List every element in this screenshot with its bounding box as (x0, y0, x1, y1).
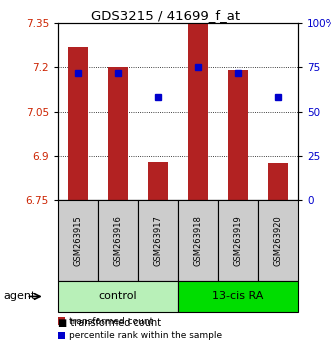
Text: GSM263920: GSM263920 (273, 215, 282, 266)
Bar (58, 200, 98, 281)
Bar (188, 22, 208, 200)
Bar (258, 200, 298, 281)
Text: GSM263919: GSM263919 (233, 215, 242, 266)
Text: GSM263915: GSM263915 (73, 215, 82, 266)
Text: GSM263917: GSM263917 (153, 215, 163, 266)
Text: GSM263916: GSM263916 (114, 215, 122, 266)
Bar (268, 163, 288, 200)
Bar (178, 281, 298, 312)
Bar (138, 200, 178, 281)
Text: agent: agent (3, 291, 36, 302)
Text: 13-cis RA: 13-cis RA (212, 291, 263, 302)
Bar (178, 200, 218, 281)
Bar (228, 70, 248, 200)
Text: GDS3215 / 41699_f_at: GDS3215 / 41699_f_at (91, 9, 240, 22)
Text: transformed count: transformed count (69, 316, 153, 326)
Bar (218, 200, 258, 281)
Bar (58, 281, 178, 312)
Bar (148, 162, 168, 200)
Bar (98, 200, 138, 281)
Text: percentile rank within the sample: percentile rank within the sample (69, 331, 222, 340)
Bar (68, 47, 88, 200)
Text: control: control (99, 291, 137, 302)
Text: GSM263918: GSM263918 (193, 215, 203, 266)
Bar (108, 67, 128, 200)
Text: ■ transformed count: ■ transformed count (58, 318, 161, 328)
